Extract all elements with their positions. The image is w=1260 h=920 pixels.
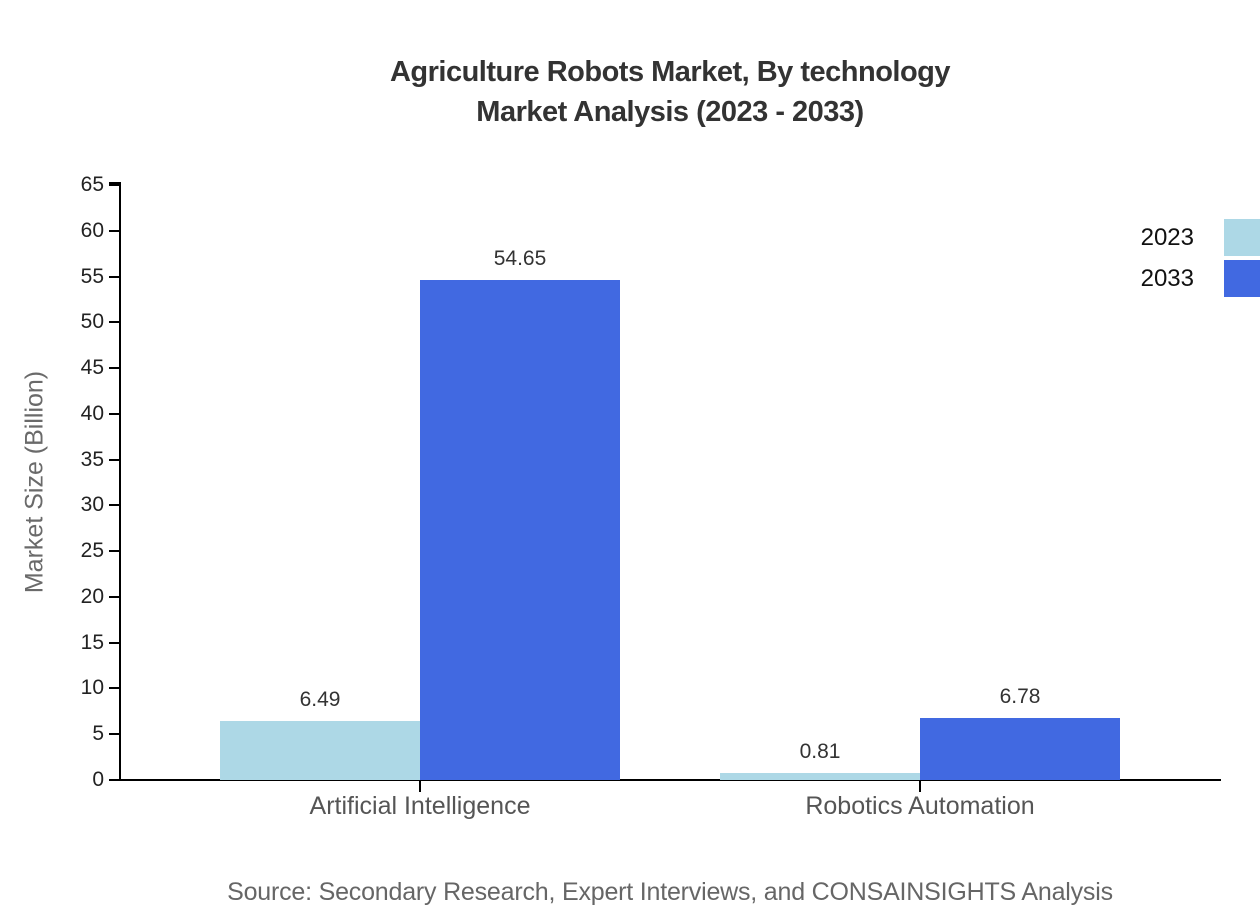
legend-swatch-2023: [1224, 219, 1260, 256]
y-tick-label: 60: [80, 218, 104, 242]
legend-entry: 2033: [1141, 260, 1260, 297]
category-label: Robotics Automation: [805, 792, 1035, 820]
y-tick-label: 20: [80, 584, 104, 608]
y-tick-mark: [109, 687, 120, 690]
source-note: Source: Secondary Research, Expert Inter…: [227, 878, 1113, 906]
y-tick-mark: [109, 367, 120, 370]
legend-label-2023: 2023: [1140, 223, 1194, 251]
y-tick-mark: [109, 275, 120, 278]
legend-entry: 2023: [1141, 219, 1260, 256]
y-tick-mark: [109, 595, 120, 598]
x-axis-line: [119, 779, 1221, 781]
y-tick-mark: [109, 550, 120, 553]
bar-value-label: 54.65: [493, 246, 547, 270]
bar-value-label: 6.78: [999, 684, 1041, 708]
y-tick-mark: [109, 412, 120, 415]
y-tick-label: 0: [92, 768, 104, 791]
chart-title: Agriculture Robots Market, By technology…: [120, 52, 1220, 132]
bar-2033-0: [420, 279, 620, 780]
y-tick-mark: [109, 321, 120, 324]
bar-value-label: 0.81: [799, 739, 841, 763]
y-tick-mark: [109, 733, 120, 736]
legend-label-2033: 2033: [1140, 264, 1194, 292]
y-tick-label: 5: [92, 722, 104, 746]
chart-title-line2: Market Analysis (2023 - 2033): [476, 96, 864, 128]
bar-2033-1: [920, 717, 1120, 780]
legend: 2023 2033: [1141, 219, 1260, 301]
bar-2023-0: [220, 720, 420, 780]
y-tick-label: 15: [80, 630, 104, 654]
x-tick-mark: [919, 781, 921, 792]
y-tick-label: 40: [80, 401, 104, 425]
y-tick-mark: [109, 641, 120, 644]
category-label: Artificial Intelligence: [309, 792, 531, 820]
y-tick-label: 55: [80, 264, 104, 288]
y-axis-end-cap: [109, 182, 121, 184]
chart-title-line1: Agriculture Robots Market, By technology: [389, 56, 951, 88]
y-tick-label: 45: [80, 356, 104, 380]
y-tick-label: 35: [80, 447, 104, 471]
y-tick-mark: [109, 229, 120, 232]
y-tick-mark: [109, 458, 120, 461]
y-tick-mark: [109, 504, 120, 507]
bar-value-label: 6.49: [299, 687, 341, 711]
y-tick-label: 50: [80, 310, 104, 334]
bar-2023-1: [720, 772, 920, 780]
y-axis-line: [119, 183, 121, 781]
y-tick-label: 65: [80, 173, 104, 196]
y-tick-label: 25: [80, 539, 104, 563]
y-tick-label: 30: [80, 493, 104, 517]
legend-swatch-2033: [1224, 260, 1260, 297]
y-tick-label: 10: [80, 676, 104, 700]
y-tick-mark: [109, 184, 120, 186]
y-tick-mark: [109, 779, 120, 781]
x-tick-mark: [419, 781, 421, 792]
